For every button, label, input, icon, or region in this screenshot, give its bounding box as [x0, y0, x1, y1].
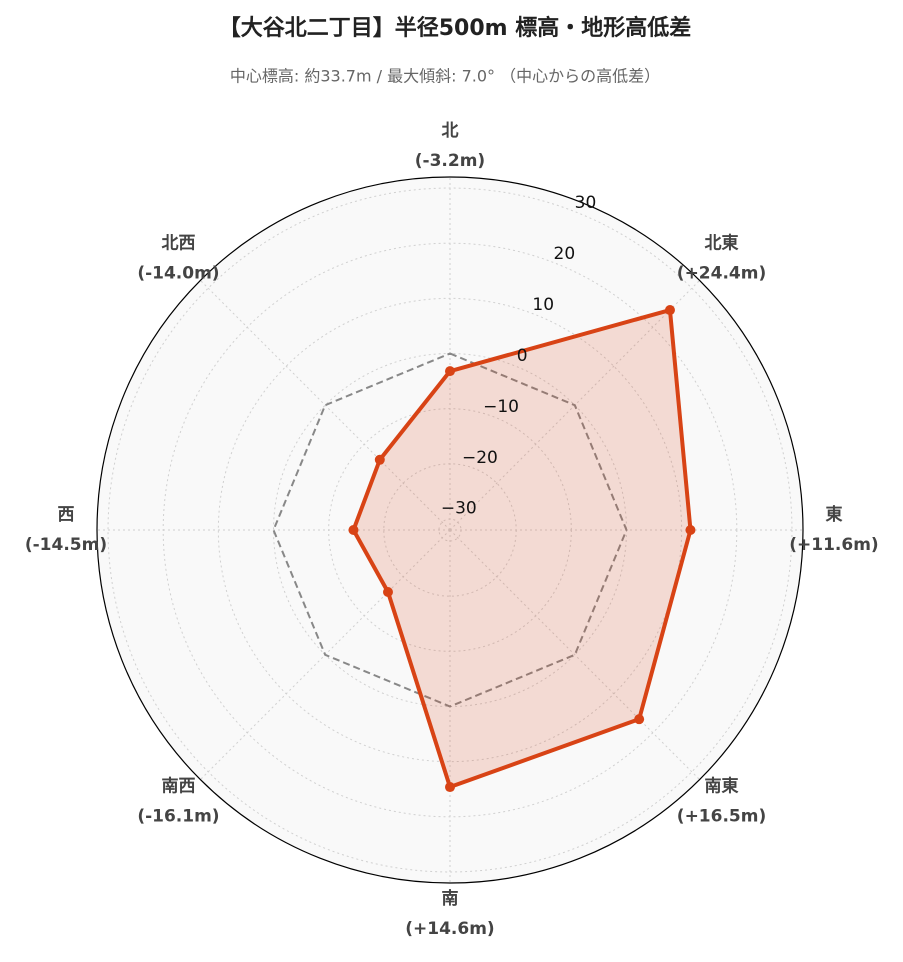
- value-label: (+11.6m): [789, 535, 878, 555]
- data-point: [348, 525, 359, 535]
- category-label: 東: [826, 504, 843, 525]
- value-label: (-16.1m): [137, 807, 219, 827]
- data-point: [445, 366, 455, 377]
- spoke: [200, 280, 451, 531]
- category-label: 北: [442, 121, 459, 141]
- value-label: (+16.5m): [677, 807, 766, 827]
- category-label: 南東: [705, 776, 739, 797]
- category-label: 北東: [705, 232, 739, 253]
- category-label: 北西: [161, 233, 195, 253]
- radial-tick-label: 10: [532, 295, 554, 315]
- radial-tick-label: 0: [517, 346, 528, 366]
- category-label: 南西: [161, 776, 195, 797]
- value-label: (-14.0m): [137, 263, 219, 283]
- data-point: [685, 525, 696, 535]
- reference-line: [272, 352, 628, 708]
- value-label: (-14.5m): [25, 535, 107, 555]
- data-point: [664, 305, 675, 316]
- radial-tick-label: −30: [441, 499, 477, 519]
- data-point: [634, 714, 645, 725]
- outer-ring: [96, 176, 804, 884]
- radial-tick-label: 20: [554, 244, 576, 264]
- data-point: [445, 782, 455, 793]
- radial-tick-label: −20: [462, 448, 498, 468]
- value-label: (+14.6m): [405, 919, 494, 939]
- chart-subtitle: 中心標高: 約33.7m / 最大傾斜: 7.0° （中心からの高低差）: [230, 67, 660, 86]
- data-point: [382, 587, 393, 598]
- spoke: [449, 529, 700, 780]
- category-label: 南: [442, 888, 459, 909]
- radial-tick-label: −10: [483, 397, 519, 417]
- chart-title: 【大谷北二丁目】半径500m 標高・地形高低差: [219, 15, 692, 41]
- category-label: 西: [58, 505, 75, 525]
- value-label: (+24.4m): [677, 263, 766, 283]
- data-point: [374, 454, 385, 465]
- value-label: (-3.2m): [415, 151, 485, 171]
- radial-tick-label: 30: [575, 193, 597, 213]
